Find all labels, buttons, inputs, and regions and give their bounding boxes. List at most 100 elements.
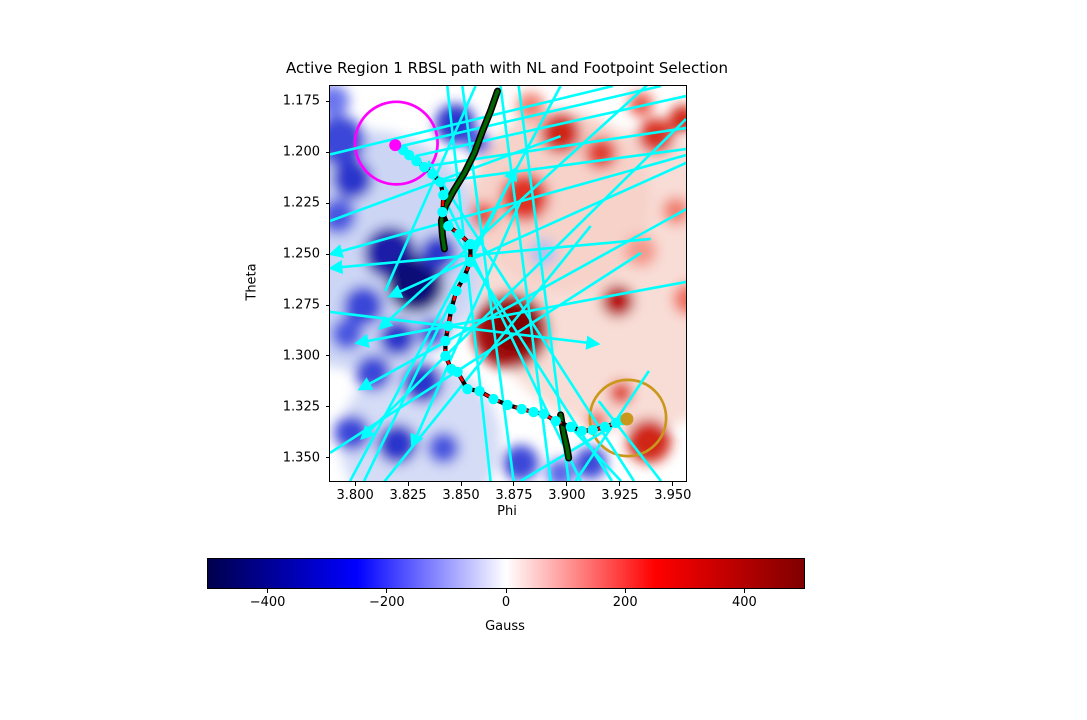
colorbar xyxy=(207,558,805,589)
vector-line xyxy=(569,426,622,481)
x-tick-mark xyxy=(672,482,674,486)
vector-arrow xyxy=(330,237,651,275)
path-point-marker xyxy=(427,168,438,180)
footpoint-end-selection-circle xyxy=(588,378,668,458)
path-point-marker xyxy=(440,335,451,347)
magnetogram-plot xyxy=(330,86,686,481)
colorbar-tick-mark xyxy=(624,589,626,593)
x-tick-label: 3.900 xyxy=(548,488,586,503)
path-point-marker xyxy=(435,176,446,188)
field-blob xyxy=(637,118,674,155)
field-blob xyxy=(601,284,634,318)
path-point-marker xyxy=(411,155,422,167)
path-point-marker xyxy=(599,421,611,433)
path-point-marker xyxy=(516,403,527,415)
vector-line xyxy=(597,400,663,481)
vector-arrow xyxy=(410,200,522,449)
path-point-marker xyxy=(462,383,473,395)
y-tick-label: 1.200 xyxy=(282,144,320,160)
path-point-marker xyxy=(576,425,588,437)
x-tick-mark xyxy=(354,482,356,486)
vector-line xyxy=(437,147,686,184)
path-point-marker xyxy=(458,272,469,284)
path-markers xyxy=(398,144,629,437)
path-point-marker xyxy=(454,228,465,240)
footpoint-start-marker xyxy=(389,139,402,152)
y-tick-mark xyxy=(326,202,330,204)
y-tick-label: 1.350 xyxy=(282,450,320,466)
path-point-marker xyxy=(474,385,485,397)
x-tick-label: 3.825 xyxy=(389,488,427,503)
field-blob xyxy=(427,431,460,465)
vector-arrow xyxy=(378,86,649,330)
field-blob xyxy=(540,112,581,154)
field-blob xyxy=(672,283,686,315)
x-tick-label: 3.850 xyxy=(442,488,480,503)
path-point-marker xyxy=(443,220,454,232)
y-tick-label: 1.325 xyxy=(282,399,320,415)
colorbar-tick-label: 0 xyxy=(501,595,511,610)
y-tick-mark xyxy=(326,457,330,459)
field-blob xyxy=(332,158,373,200)
colorbar-tick-label: 200 xyxy=(612,595,638,610)
path-point-marker xyxy=(419,161,430,173)
path-point-marker xyxy=(488,393,499,405)
colorbar-tick-label: −400 xyxy=(249,595,286,610)
colorbar-tick-mark xyxy=(267,589,269,593)
colorbar-tick-mark xyxy=(505,589,507,593)
path-point-marker xyxy=(437,206,448,218)
y-tick-mark xyxy=(326,406,330,408)
vector-arrow xyxy=(330,153,686,258)
field-blob xyxy=(628,92,653,117)
vector-line xyxy=(451,230,613,481)
plot-title: Active Region 1 RBSL path with NL and Fo… xyxy=(286,59,728,77)
path-point-marker xyxy=(550,415,561,427)
colorbar-tick-label: 400 xyxy=(731,595,757,610)
field-blob xyxy=(331,317,364,351)
vector-line xyxy=(348,86,562,481)
path-point-marker xyxy=(502,399,513,411)
x-tick-mark xyxy=(619,482,621,486)
neutral-line-core xyxy=(439,89,500,251)
vector-line xyxy=(461,86,515,481)
path-point-marker xyxy=(446,303,457,315)
x-tick-mark xyxy=(566,482,568,486)
path-point-marker xyxy=(465,256,476,268)
path-point-marker xyxy=(528,406,539,418)
y-tick-label: 1.300 xyxy=(282,348,320,364)
x-tick-mark xyxy=(460,482,462,486)
vector-line xyxy=(384,86,477,292)
x-tick-label: 3.950 xyxy=(654,488,692,503)
path-point-marker xyxy=(404,149,415,161)
direction-vectors xyxy=(330,86,686,481)
field-blob xyxy=(669,105,686,134)
y-tick-mark xyxy=(326,100,330,102)
field-blob xyxy=(334,414,371,451)
footpoint-start-selection-circle xyxy=(353,100,439,186)
vector-line xyxy=(400,86,662,148)
y-tick-mark xyxy=(326,253,330,255)
y-tick-label: 1.275 xyxy=(282,297,320,313)
vector-line xyxy=(415,94,686,158)
vector-line xyxy=(330,251,642,454)
colorbar-tick-mark xyxy=(386,589,388,593)
footpoint-end-marker xyxy=(620,412,634,426)
y-tick-label: 1.175 xyxy=(282,93,320,109)
colorbar-label: Gauss xyxy=(485,619,525,634)
field-blob xyxy=(330,86,350,118)
path-point-marker xyxy=(565,421,576,433)
x-tick-mark xyxy=(513,482,515,486)
colorbar-gradient xyxy=(208,559,804,588)
path-point-marker xyxy=(451,285,462,297)
path-point-marker xyxy=(538,408,549,420)
path-point-marker xyxy=(587,424,599,436)
y-tick-mark xyxy=(326,151,330,153)
x-tick-mark xyxy=(407,482,409,486)
path-point-marker xyxy=(443,320,454,332)
field-blob xyxy=(355,354,392,391)
vector-line xyxy=(446,86,492,481)
y-tick-mark xyxy=(326,355,330,357)
field-blob xyxy=(402,362,443,404)
path-point-marker xyxy=(465,238,476,250)
